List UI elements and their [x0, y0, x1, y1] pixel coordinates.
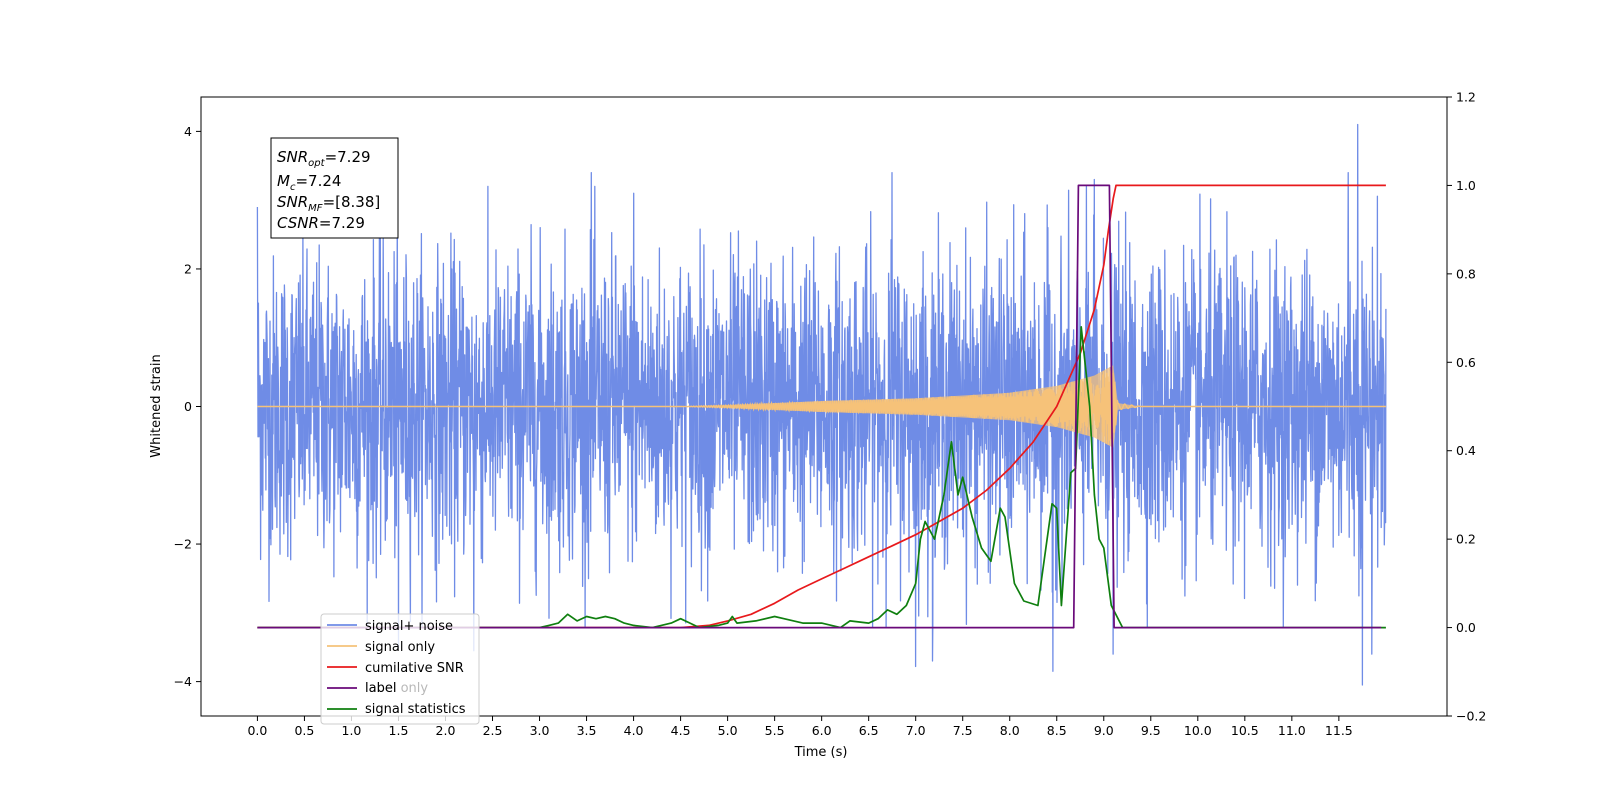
x-tick-label: 0.0 [247, 723, 267, 738]
x-tick-label: 10.5 [1231, 723, 1259, 738]
legend-label-signal-statistics: signal statistics [365, 702, 466, 717]
x-tick-label: 11.0 [1278, 723, 1306, 738]
legend: signal+ noise signal only cumilative SNR… [320, 613, 480, 725]
y-axis-left: 4 2 0 −2 −4 [174, 124, 201, 689]
x-tick-label: 10.0 [1184, 723, 1212, 738]
x-tick-label: 0.5 [294, 723, 314, 738]
x-tick-label: 4.0 [624, 723, 644, 738]
x-tick-label: 5.5 [765, 723, 785, 738]
legend-label-label: label [365, 681, 396, 696]
x-tick-label: 3.5 [577, 723, 597, 738]
x-tick-label: 11.5 [1325, 723, 1353, 738]
stats-box-frame [270, 137, 399, 239]
x-tick-label: 1.0 [342, 723, 362, 738]
series-signal-noise-line [256, 123, 1387, 686]
series-cumulative-snr-line [257, 184, 1386, 629]
y-tick-label: −4 [174, 674, 192, 689]
y2-tick-label: 1.2 [1456, 90, 1476, 105]
y-tick-label: 2 [184, 261, 192, 276]
x-tick-label: 1.5 [389, 723, 409, 738]
x-tick-label: 6.5 [859, 723, 879, 738]
legend-frame [320, 613, 480, 725]
x-tick-label: 9.5 [1141, 723, 1161, 738]
x-tick-label: 8.0 [1000, 723, 1020, 738]
series-signal-only-envelope [257, 365, 1386, 448]
legend-label-signal-only: signal only [365, 640, 435, 655]
y2-tick-label: 0.2 [1456, 532, 1476, 547]
y2-tick-label: −0.2 [1456, 709, 1486, 724]
x-tick-label: 7.5 [953, 723, 973, 738]
y2-tick-label: 1.0 [1456, 178, 1476, 193]
stat-snr-opt: SNRopt=7.29 [277, 148, 371, 169]
legend-label-signal-noise: signal+ noise [365, 619, 453, 634]
x-tick-label: 6.0 [812, 723, 832, 738]
x-tick-label: 3.0 [530, 723, 550, 738]
y-tick-label: 0 [184, 399, 192, 414]
legend-label-label-only-ghost: label only [365, 681, 428, 696]
x-tick-label: 8.5 [1047, 723, 1067, 738]
plot-area [256, 123, 1387, 686]
x-axis-label: Time (s) [794, 745, 848, 760]
legend-label-cumulative-snr: cumilative SNR [365, 661, 464, 676]
x-tick-label: 2.0 [436, 723, 456, 738]
y2-tick-label: 0.0 [1456, 620, 1476, 635]
y2-tick-label: 0.4 [1456, 443, 1476, 458]
series-label-line [257, 184, 1382, 629]
series-signal-statistics-line [257, 326, 1386, 629]
y2-tick-label: 0.8 [1456, 266, 1476, 281]
y2-tick-label: 0.6 [1456, 355, 1476, 370]
stat-csnr: CSNR=7.29 [277, 214, 365, 232]
y-tick-label: −2 [174, 537, 192, 552]
x-tick-label: 5.0 [718, 723, 738, 738]
stat-snr-mf: SNRMF=[8.38] [277, 193, 380, 214]
y-axis-label: Whitened strain [149, 354, 164, 457]
stat-mc: Mc=7.24 [277, 172, 341, 193]
x-axis: 0.0 0.5 1.0 1.5 2.0 2.5 3.0 3.5 4.0 4.5 5.0 5.5 6.0 6… [247, 716, 1353, 738]
x-tick-label: 9.0 [1094, 723, 1114, 738]
y-axis-right: 1.2 1.0 0.8 0.6 0.4 0.2 0.0 −0.2 [1447, 90, 1486, 724]
x-tick-label: 2.5 [483, 723, 503, 738]
y-tick-label: 4 [184, 124, 192, 139]
x-tick-label: 4.5 [671, 723, 691, 738]
x-tick-label: 7.0 [906, 723, 926, 738]
stats-box: SNRopt=7.29 Mc=7.24 SNRMF=[8.38] CSNR=7.… [270, 137, 399, 239]
